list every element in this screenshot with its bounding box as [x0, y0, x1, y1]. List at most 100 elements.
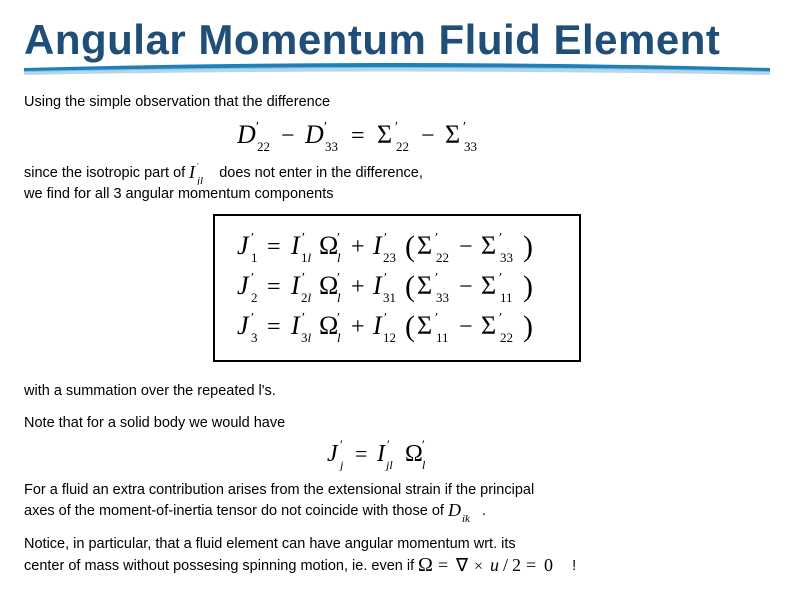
svg-text:Ω: Ω [405, 441, 423, 467]
svg-text:J: J [237, 271, 250, 300]
svg-text:=: = [526, 555, 536, 575]
svg-text:22: 22 [396, 139, 409, 153]
svg-text:Σ: Σ [377, 120, 392, 149]
svg-text:′: ′ [337, 311, 340, 326]
text-p2b: does not enter in the difference, [219, 164, 423, 184]
svg-text:′: ′ [340, 439, 343, 452]
svg-text:′: ′ [384, 311, 387, 326]
svg-text:J: J [237, 311, 250, 340]
svg-text:′: ′ [251, 271, 254, 286]
svg-text:): ) [523, 230, 533, 263]
svg-text:I: I [290, 271, 301, 300]
svg-text:′: ′ [435, 271, 438, 286]
svg-text:′: ′ [499, 311, 502, 326]
svg-text:j: j [338, 458, 344, 471]
svg-text:=: = [267, 274, 281, 300]
slide-title-block: Angular Momentum Fluid Element [24, 18, 770, 81]
svg-text:/: / [503, 555, 508, 575]
svg-text:∇: ∇ [455, 555, 469, 575]
svg-text:′: ′ [384, 231, 387, 246]
inline-Ijl: I ′ jl [189, 163, 215, 185]
svg-text:Σ: Σ [481, 231, 496, 260]
text-p2c: we find for all 3 angular momentum compo… [24, 185, 334, 205]
svg-text:′: ′ [395, 120, 398, 135]
equation-difference: D ′ 22 − D ′ 33 = Σ ′ 22 − Σ ′ 33 [24, 119, 770, 153]
svg-text:′: ′ [302, 271, 305, 286]
svg-text:Ω: Ω [319, 311, 338, 340]
text-p4: Note that for a solid body we would have [24, 414, 285, 434]
svg-text:Ω: Ω [319, 231, 338, 260]
svg-text:I: I [290, 311, 301, 340]
svg-text:3l: 3l [301, 330, 312, 345]
svg-text:′: ′ [435, 311, 438, 326]
text-p1: Using the simple observation that the di… [24, 93, 330, 113]
text-p2a: since the isotropic part of [24, 164, 185, 184]
svg-text:31: 31 [383, 290, 396, 305]
svg-text:): ) [523, 270, 533, 303]
svg-text:+: + [351, 274, 365, 300]
svg-text:Σ: Σ [417, 271, 432, 300]
svg-text:′: ′ [499, 271, 502, 286]
svg-text:I: I [189, 163, 196, 182]
svg-text:): ) [523, 310, 533, 343]
text-p3: with a summation over the repeated l's. [24, 382, 276, 402]
eq-box-row-3: J ′ 3 = I ′ 3l Ω ′ l + I ′ 12 ( Σ ′ 11 −… [237, 310, 557, 346]
svg-text:+: + [351, 234, 365, 260]
svg-text:(: ( [405, 270, 415, 303]
text-p6c: ! [572, 557, 576, 577]
eq-box-row-2: J ′ 2 = I ′ 2l Ω ′ l + I ′ 31 ( Σ ′ 33 −… [237, 270, 557, 306]
eq-box-row-1: J ′ 1 = I ′ 1l Ω ′ l + I ′ 23 ( Σ ′ 22 −… [237, 230, 557, 266]
svg-text:=: = [438, 555, 448, 575]
svg-text:=: = [351, 123, 365, 149]
svg-text:−: − [421, 123, 435, 149]
svg-text:D: D [304, 120, 324, 149]
equation-solid-body: J ′ j = I ′ jl Ω ′ l [24, 439, 770, 471]
svg-text:′: ′ [463, 120, 466, 135]
svg-text:′: ′ [387, 439, 390, 452]
svg-text:33: 33 [464, 139, 477, 153]
svg-text:Σ: Σ [481, 271, 496, 300]
svg-text:Σ: Σ [417, 231, 432, 260]
svg-text:Σ: Σ [445, 120, 460, 149]
inline-Dik: D ik [448, 501, 478, 523]
svg-text:l: l [422, 458, 426, 471]
svg-text:=: = [267, 314, 281, 340]
svg-text:1l: 1l [301, 250, 312, 265]
svg-text:22: 22 [436, 250, 449, 265]
svg-text:12: 12 [383, 330, 396, 345]
text-p6a: Notice, in particular, that a fluid elem… [24, 535, 516, 555]
para-6: Notice, in particular, that a fluid elem… [24, 535, 770, 579]
svg-text:−: − [459, 234, 473, 260]
title-underline-swoosh [24, 62, 770, 76]
svg-text:D: D [448, 501, 461, 520]
para-3: with a summation over the repeated l's. [24, 382, 770, 402]
svg-text:′: ′ [499, 231, 502, 246]
svg-text:=: = [267, 234, 281, 260]
svg-text:l: l [337, 250, 341, 265]
svg-text:′: ′ [384, 271, 387, 286]
svg-text:23: 23 [383, 250, 396, 265]
svg-text:′: ′ [302, 231, 305, 246]
svg-text:1: 1 [251, 250, 258, 265]
svg-text:(: ( [405, 310, 415, 343]
svg-text:I: I [372, 311, 383, 340]
svg-text:2: 2 [512, 555, 521, 575]
svg-text:+: + [351, 314, 365, 340]
svg-text:l: l [337, 290, 341, 305]
para-1: Using the simple observation that the di… [24, 93, 770, 113]
svg-text:33: 33 [436, 290, 449, 305]
svg-text:jl: jl [195, 175, 203, 185]
text-p5a: For a fluid an extra contribution arises… [24, 481, 534, 501]
text-p6b: center of mass without possesing spinnin… [24, 557, 414, 577]
svg-text:Σ: Σ [481, 311, 496, 340]
equation-box: J ′ 1 = I ′ 1l Ω ′ l + I ′ 23 ( Σ ′ 22 −… [213, 214, 581, 362]
svg-text:33: 33 [500, 250, 513, 265]
svg-text:−: − [459, 274, 473, 300]
svg-text:−: − [281, 123, 295, 149]
svg-text:11: 11 [500, 290, 513, 305]
svg-text:′: ′ [251, 231, 254, 246]
text-p5-period: . [482, 502, 486, 522]
svg-text:=: = [355, 441, 367, 466]
para-4: Note that for a solid body we would have [24, 414, 770, 434]
svg-text:′: ′ [324, 120, 327, 135]
